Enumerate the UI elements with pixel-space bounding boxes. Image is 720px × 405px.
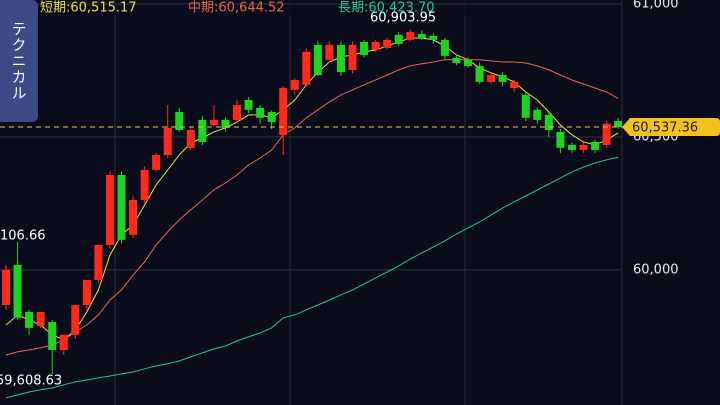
legend-entry: 短期:60,515.17 [40,1,137,16]
candle-body [59,334,68,350]
candle-body [25,311,34,328]
candle-body [567,144,576,150]
candle-body [129,199,138,235]
candle-body [544,114,553,131]
candle-body [394,34,403,44]
candle-body [602,123,611,145]
candle-body [498,74,507,82]
candle-body [614,120,623,128]
candle-body [186,130,195,148]
candle-body [406,31,415,40]
candle-body [13,264,22,318]
candle-body [556,131,565,148]
candle-body [221,119,230,128]
candle-body [429,35,438,40]
candle-body [140,169,149,200]
annotation: 106.66 [0,229,46,244]
candle-body [267,111,276,123]
candle-body [360,42,369,56]
candle-body [533,109,542,120]
candle-body [336,44,345,73]
moving-average [5,156,619,399]
candle-body [591,142,600,150]
legend-entry: 長期:60,423.70 [338,1,435,16]
legend-entry: 中期:60,644.52 [188,1,285,16]
candle-body [71,305,80,335]
candle-body [209,119,218,125]
candle-body [313,44,322,75]
candle-body [325,44,334,60]
y-tick-label: 61,000 [633,0,679,12]
candle-body [82,280,91,306]
candle-body [233,105,241,120]
candle-body [48,322,57,350]
candle-body [348,44,357,70]
candle-body [417,34,426,39]
candle-body [256,107,265,118]
candle-body [579,144,588,150]
annotation: 59,608.63 [0,374,62,389]
candle-body [510,81,519,89]
annotation: 60,903.95 [370,11,436,26]
candle-body [290,80,299,90]
candle-body [487,74,496,82]
candle-body [105,174,114,245]
candle-body [440,39,449,56]
price-tag [622,118,720,137]
candle-body [198,119,207,143]
candle-body [163,127,172,156]
candle-body [36,311,45,327]
candle-body [175,111,184,131]
candle-body [383,39,392,48]
candle-body [371,42,380,50]
candle-body [302,51,311,85]
technical-tab[interactable]: テクニカル [0,0,38,122]
candle-body [475,65,484,82]
candle-body [2,269,10,306]
moving-average [5,59,619,356]
candle-body [244,99,253,110]
candle-body [279,88,288,135]
price-tag-label: 60,537.36 [632,121,698,136]
candle-body [452,57,461,64]
candle-body [521,94,530,118]
y-tick-label: 60,000 [633,262,679,277]
candle-body [464,59,472,66]
candle-body [94,244,103,281]
candle-body [117,174,126,240]
candle-body [152,155,161,170]
